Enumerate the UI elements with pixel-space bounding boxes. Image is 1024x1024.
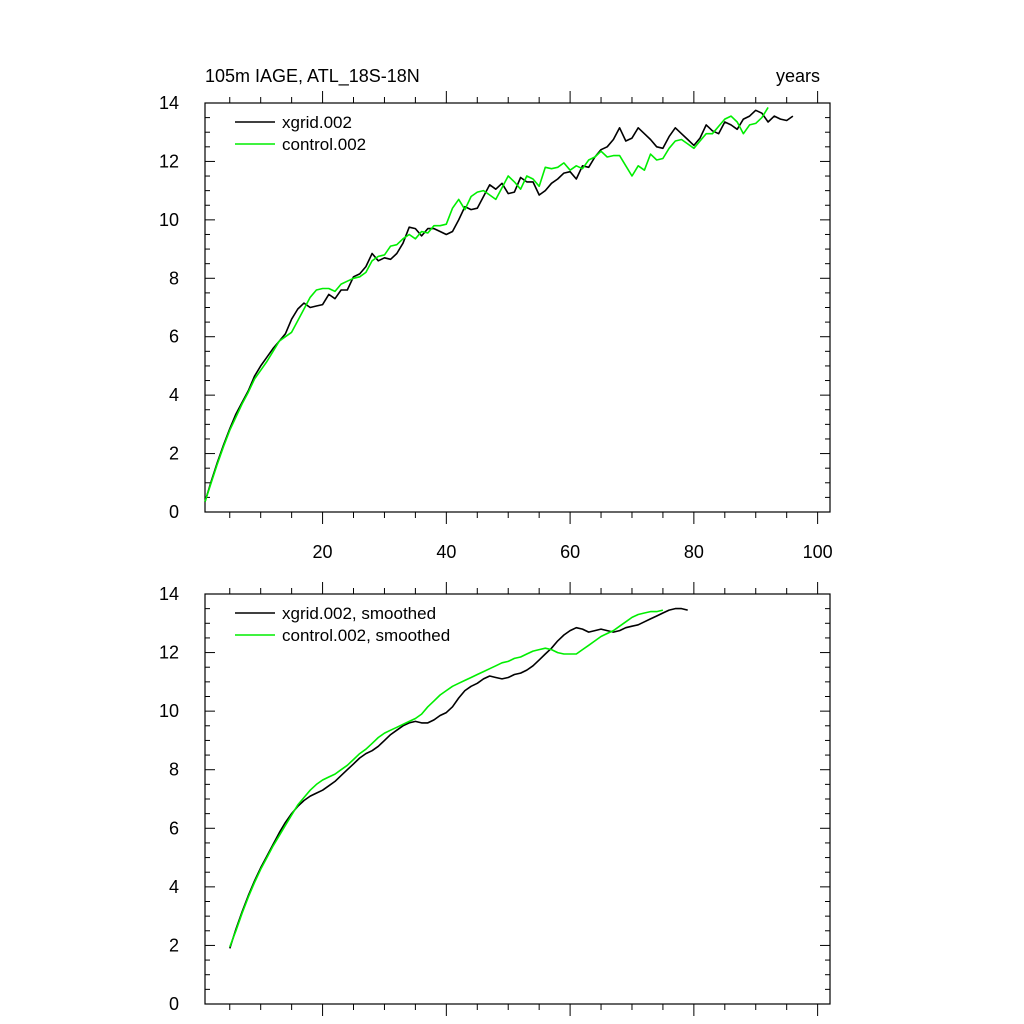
y-tick-label: 2 (169, 444, 179, 464)
y-tick-label: 10 (159, 701, 179, 721)
legend-label-xgrid-002: xgrid.002 (282, 113, 352, 132)
y-tick-label: 12 (159, 151, 179, 171)
y-tick-label: 10 (159, 210, 179, 230)
y-tick-label: 4 (169, 385, 179, 405)
x-tick-label: 100 (803, 542, 833, 562)
y-tick-label: 6 (169, 327, 179, 347)
y-tick-label: 4 (169, 877, 179, 897)
legend-label-control-002: control.002 (282, 135, 366, 154)
y-tick-label: 14 (159, 584, 179, 604)
x-tick-label: 20 (313, 542, 333, 562)
series-line-xgrid-002-smoothed (229, 607, 688, 949)
y-tick-label: 0 (169, 502, 179, 522)
y-tick-label: 0 (169, 994, 179, 1014)
y-tick-label: 14 (159, 93, 179, 113)
series-line-control-002-smoothed (229, 609, 664, 948)
series-line-xgrid-002 (204, 109, 794, 503)
series-line-control-002 (204, 106, 769, 503)
plot-frame (204, 593, 831, 1005)
y-tick-label: 8 (169, 268, 179, 288)
y-tick-label: 8 (169, 760, 179, 780)
x-units-label: years (776, 66, 820, 86)
y-tick-label: 12 (159, 643, 179, 663)
x-tick-label: 40 (436, 542, 456, 562)
y-tick-label: 2 (169, 935, 179, 955)
x-tick-label: 60 (560, 542, 580, 562)
legend-label-xgrid-002-smoothed: xgrid.002, smoothed (282, 604, 436, 623)
chart-title: 105m IAGE, ATL_18S-18N (205, 66, 420, 87)
y-tick-label: 6 (169, 818, 179, 838)
x-tick-label: 80 (684, 542, 704, 562)
panel-top: 0 2 4 6 8 10 12 14 20 40 60 80 100 105m IAGE, ATL_18S… (159, 66, 833, 562)
panel-bottom: 0 2 4 6 8 10 12 14 xgrid.002, smoothed control.00… (159, 582, 831, 1016)
legend-label-control-002-smoothed: control.002, smoothed (282, 626, 450, 645)
